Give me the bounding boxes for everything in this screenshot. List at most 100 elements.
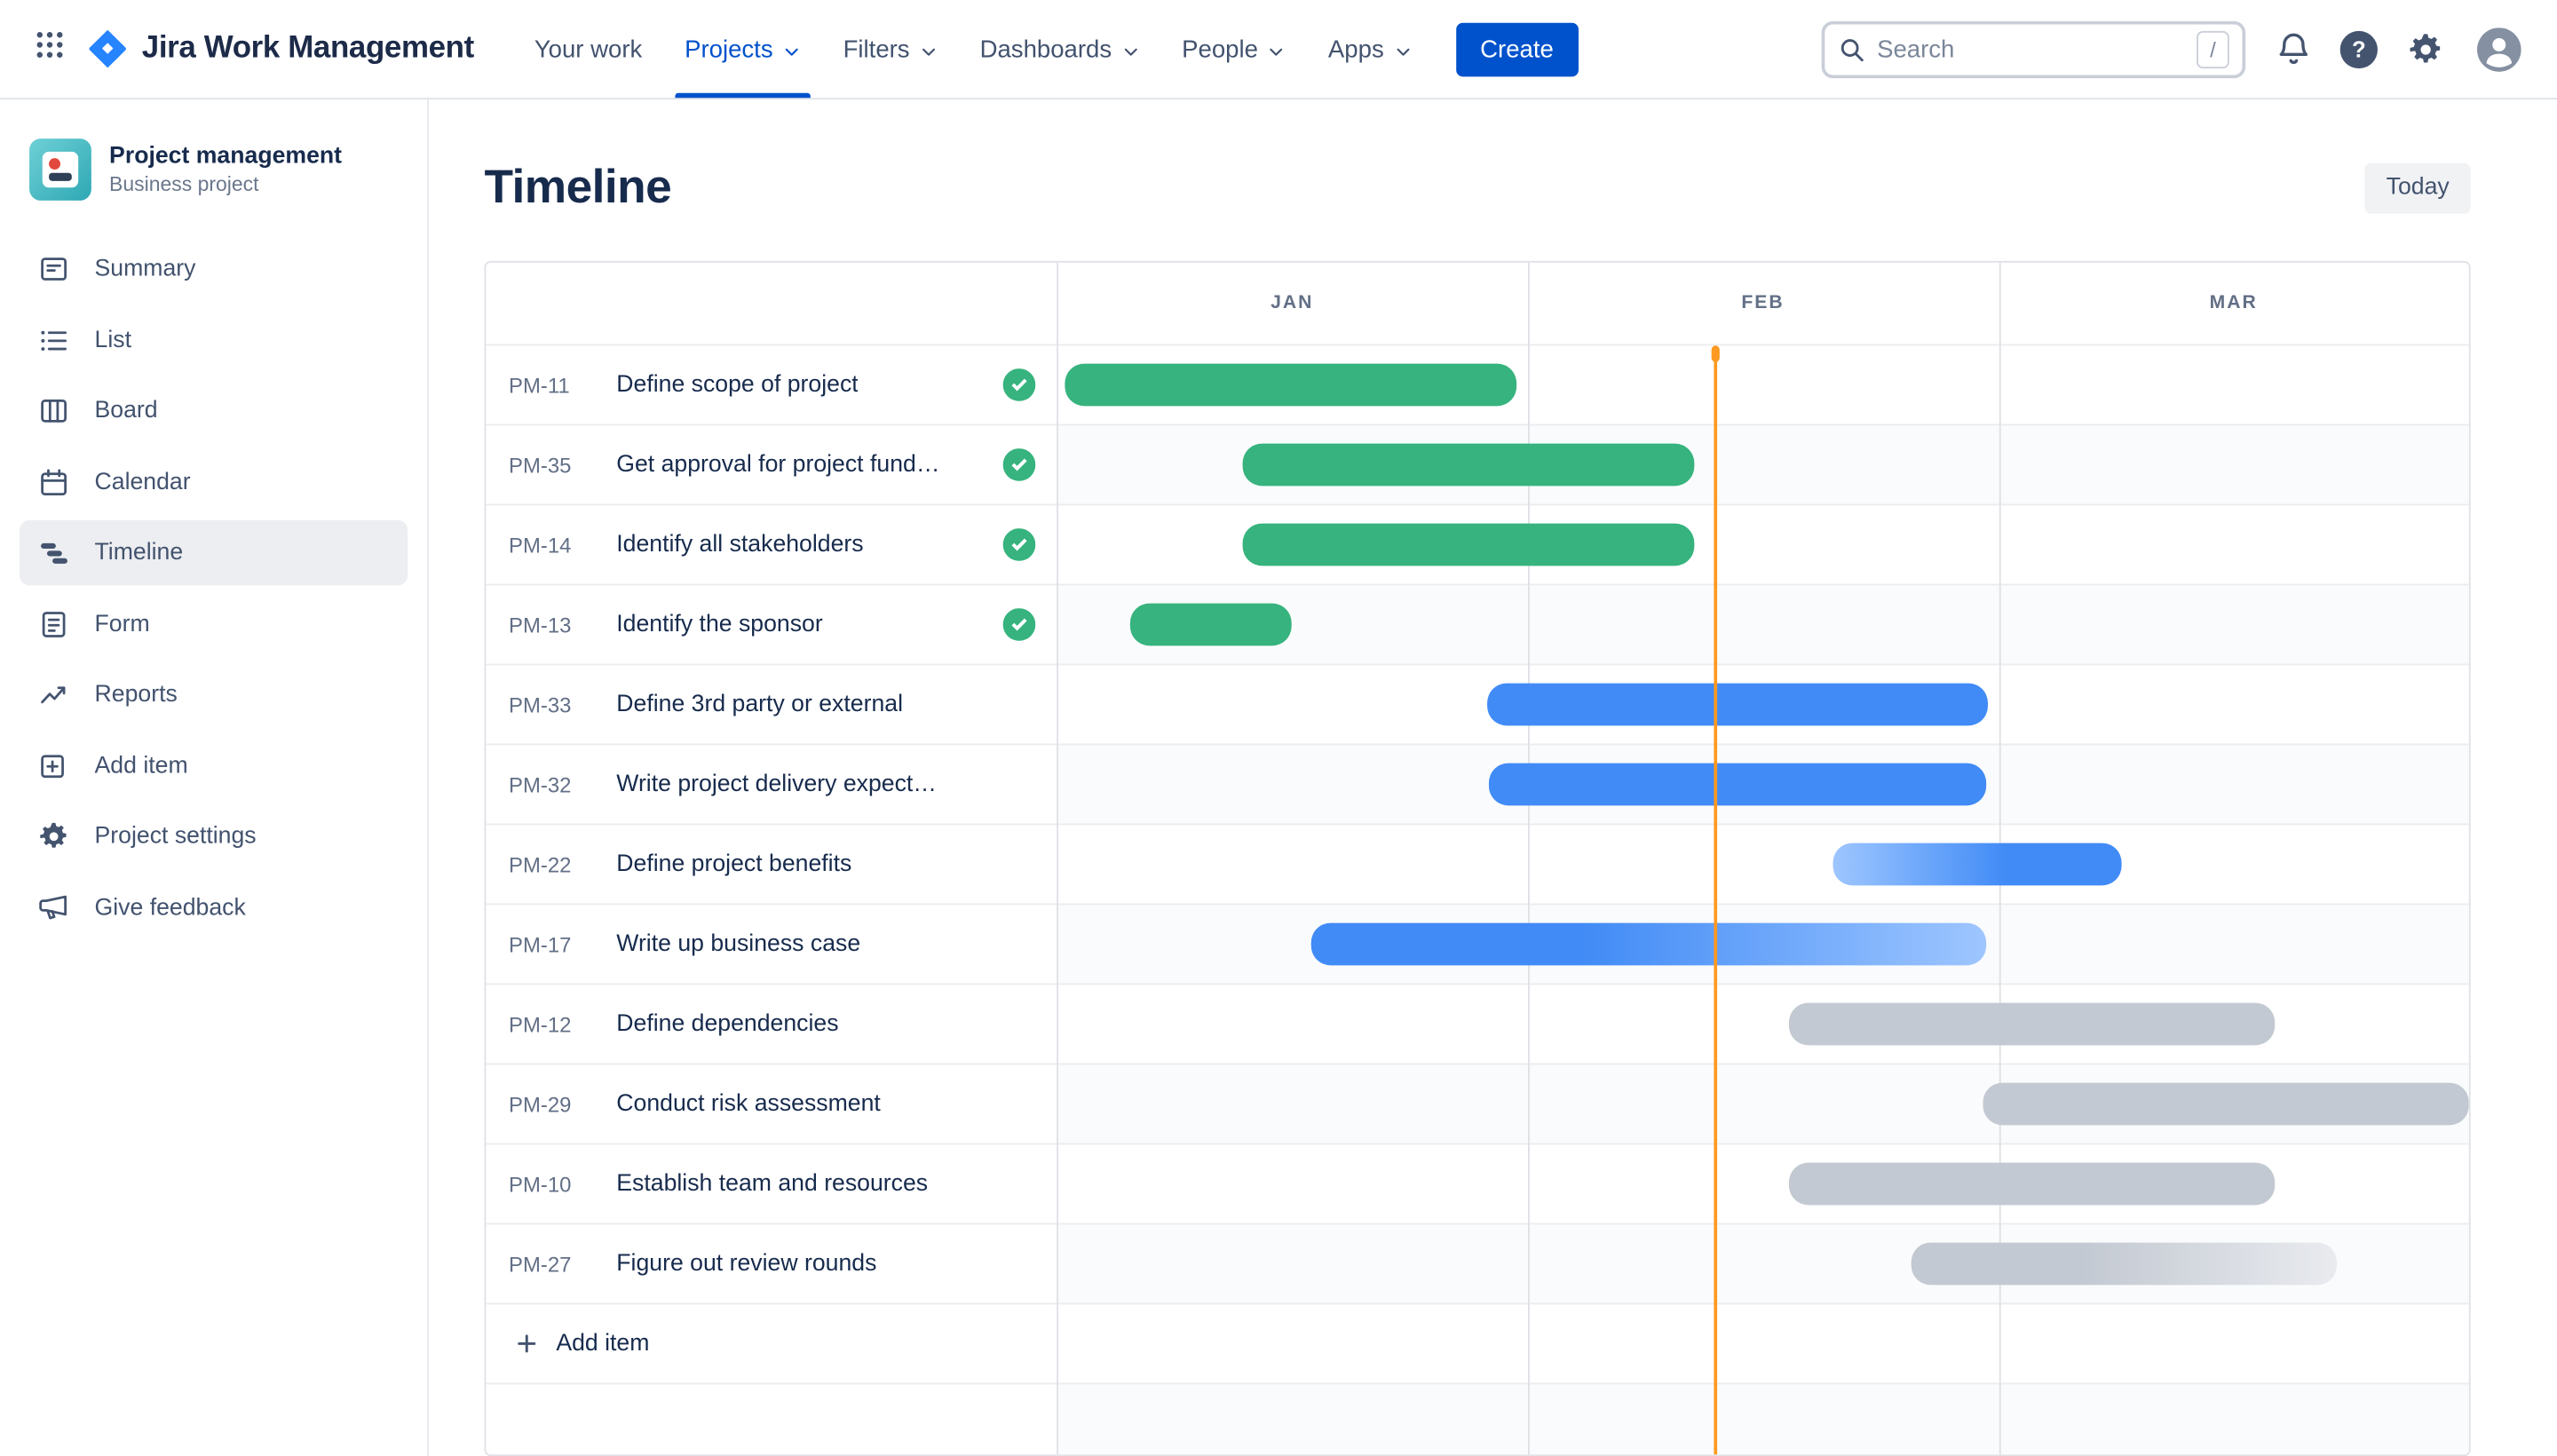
nav-item-people[interactable]: People: [1160, 0, 1307, 98]
today-button[interactable]: Today: [2364, 162, 2471, 213]
nav-item-label: Filters: [843, 35, 910, 63]
issue-key: PM-29: [509, 1091, 572, 1117]
month-header-mar: MAR: [2209, 293, 2258, 313]
gantt-bar[interactable]: [1487, 683, 1988, 726]
gantt-bar[interactable]: [1833, 843, 2122, 886]
brand[interactable]: Jira Work Management: [88, 29, 474, 68]
nav-item-projects[interactable]: Projects: [663, 0, 822, 99]
gantt-bar[interactable]: [1243, 443, 1694, 487]
form-icon: [36, 607, 71, 640]
gantt-bar[interactable]: [1911, 1242, 2338, 1286]
row-label-cell[interactable]: PM-17 Write up business case: [486, 905, 1057, 983]
row-chart-cell: [1057, 1224, 2469, 1303]
sidebar-item-list[interactable]: List: [20, 307, 408, 372]
issue-title: Define 3rd party or external: [616, 691, 904, 718]
issue-title: Get approval for project fund…: [616, 451, 940, 479]
reports-icon: [36, 678, 71, 711]
done-check-icon: [990, 528, 1036, 561]
gantt-bar[interactable]: [1488, 763, 1986, 806]
row-chart-cell: [1057, 985, 2469, 1063]
add-item-label: Add item: [556, 1330, 650, 1357]
sidebar-item-calendar[interactable]: Calendar: [20, 449, 408, 514]
row-label-cell[interactable]: PM-35 Get approval for project fund…: [486, 425, 1057, 503]
app-title: Jira Work Management: [141, 30, 474, 66]
create-button[interactable]: Create: [1455, 21, 1579, 76]
gear-icon: [2406, 30, 2443, 67]
row-label-cell[interactable]: PM-13 Identify the sponsor: [486, 585, 1057, 663]
row-label-cell[interactable]: PM-14 Identify all stakeholders: [486, 505, 1057, 583]
row-label-cell[interactable]: PM-12 Define dependencies: [486, 985, 1057, 1063]
row-label-cell[interactable]: PM-22 Define project benefits: [486, 825, 1057, 903]
gantt-bar[interactable]: [1789, 1162, 2276, 1206]
issue-title: Establish team and resources: [616, 1170, 929, 1198]
gantt-bar[interactable]: [1789, 1002, 2276, 1046]
add-item-row: Add item: [486, 1304, 2469, 1385]
app-switcher-button[interactable]: [23, 23, 75, 75]
row-label-cell[interactable]: PM-10 Establish team and resources: [486, 1144, 1057, 1223]
sidebar-item-project-settings[interactable]: Project settings: [20, 804, 408, 869]
gantt-bar[interactable]: [1243, 523, 1694, 566]
gantt-bar[interactable]: [1983, 1082, 2469, 1126]
row-label-cell[interactable]: PM-27 Figure out review rounds: [486, 1224, 1057, 1302]
notifications-button[interactable]: [2267, 23, 2319, 75]
help-button[interactable]: ?: [2339, 29, 2378, 68]
row-label-cell[interactable]: PM-32 Write project delivery expect…: [486, 745, 1057, 823]
sidebar-item-summary[interactable]: Summary: [20, 236, 408, 301]
gantt-row: PM-32 Write project delivery expect…: [486, 745, 2469, 826]
row-chart-cell: [1057, 1144, 2469, 1223]
nav-item-dashboards[interactable]: Dashboards: [959, 0, 1161, 98]
summary-icon: [36, 253, 71, 286]
gantt-row: PM-22 Define project benefits: [486, 825, 2469, 906]
sidebar: Project management Business project Summ…: [0, 99, 430, 1456]
search-shortcut-hint: /: [2197, 29, 2229, 68]
primary-nav: Your work Projects Filters Dashboards People…: [513, 0, 1433, 99]
gantt-bar[interactable]: [1310, 922, 1986, 966]
page-header: Timeline Today: [431, 99, 2557, 220]
sidebar-item-timeline[interactable]: Timeline: [20, 519, 408, 586]
sidebar-nav: Summary List Board Calendar Timeline Form Repo…: [20, 236, 408, 940]
sidebar-item-give-feedback[interactable]: Give feedback: [20, 874, 408, 939]
sidebar-item-board[interactable]: Board: [20, 378, 408, 443]
plus-icon: [514, 1331, 540, 1357]
sidebar-item-label: Timeline: [94, 539, 184, 566]
gantt-bar[interactable]: [1129, 603, 1292, 646]
sidebar-item-reports[interactable]: Reports: [20, 662, 408, 727]
main-content: Timeline Today JAN FEB MAR PM-11 Define s…: [430, 99, 2557, 1456]
empty-row: [486, 1384, 2469, 1455]
chevron-down-icon: [783, 42, 801, 59]
issue-title: Define scope of project: [616, 371, 859, 399]
gantt-row: PM-35 Get approval for project fund…: [486, 425, 2469, 506]
nav-item-apps[interactable]: Apps: [1307, 0, 1433, 98]
gantt-bar[interactable]: [1065, 363, 1517, 407]
issue-key: PM-27: [509, 1251, 572, 1277]
search-input[interactable]: [1877, 35, 2186, 63]
row-chart-cell: [1057, 745, 2469, 824]
profile-button[interactable]: [2472, 23, 2524, 75]
done-check-icon: [990, 368, 1036, 401]
row-label-cell[interactable]: PM-11 Define scope of project: [486, 345, 1057, 423]
nav-item-your-work[interactable]: Your work: [513, 0, 663, 98]
row-label-cell[interactable]: PM-29 Conduct risk assessment: [486, 1064, 1057, 1143]
row-chart-cell: [1057, 905, 2469, 984]
sidebar-item-label: List: [94, 327, 132, 353]
jira-logo-icon: [88, 29, 127, 68]
gantt-row: PM-12 Define dependencies: [486, 985, 2469, 1065]
issue-title: Write up business case: [616, 930, 861, 958]
avatar-icon: [2476, 27, 2521, 71]
sidebar-item-form[interactable]: Form: [20, 591, 408, 656]
project-header[interactable]: Project management Business project: [20, 138, 408, 201]
row-label-cell[interactable]: PM-33 Define 3rd party or external: [486, 665, 1057, 743]
gantt-body: PM-11 Define scope of project PM-35 Get app…: [486, 345, 2469, 1455]
issue-key: PM-17: [509, 931, 572, 957]
gantt-row: PM-33 Define 3rd party or external: [486, 665, 2469, 746]
settings-button[interactable]: [2399, 23, 2451, 75]
sidebar-item-add-item[interactable]: Add item: [20, 733, 408, 798]
sidebar-item-label: Board: [94, 398, 158, 424]
add-item-button[interactable]: Add item: [509, 1331, 649, 1357]
chevron-down-icon: [920, 42, 938, 59]
issue-title: Identify the sponsor: [616, 611, 823, 638]
nav-item-filters[interactable]: Filters: [822, 0, 959, 98]
search-box[interactable]: /: [1821, 20, 2246, 78]
gantt-row: PM-11 Define scope of project: [486, 345, 2469, 426]
issue-key: PM-22: [509, 851, 572, 877]
